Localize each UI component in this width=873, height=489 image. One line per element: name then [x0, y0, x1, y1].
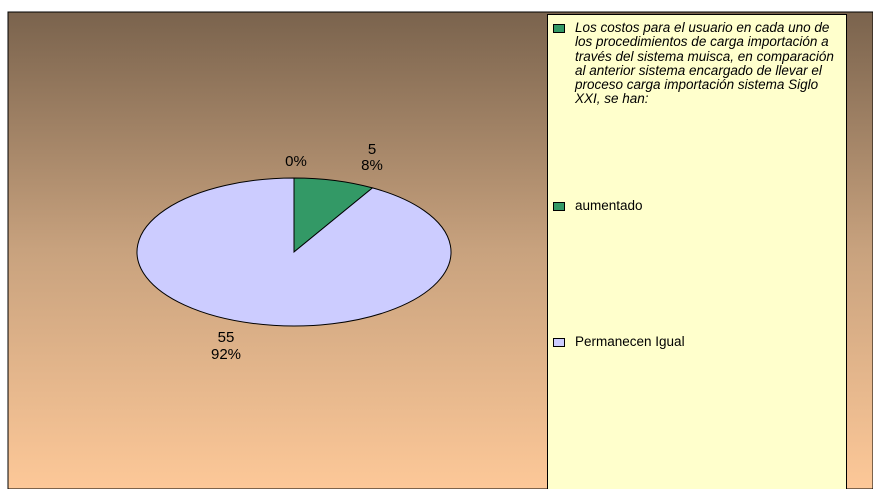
value-label: 55	[218, 329, 235, 346]
legend-label: Permanecen Igual	[575, 334, 685, 349]
percent-label: 92%	[211, 346, 241, 363]
legend: Los costos para el usuario en cada uno d…	[547, 14, 847, 489]
legend-swatch	[553, 338, 565, 347]
percent-label: 8%	[361, 157, 383, 174]
value-label: 5	[368, 141, 376, 158]
legend-swatch	[553, 24, 565, 33]
legend-label: Los costos para el usuario en cada uno d…	[575, 20, 834, 107]
legend-swatch	[553, 202, 565, 211]
percent-label: 0%	[285, 153, 307, 170]
pie-slice	[136, 177, 452, 327]
legend-label: aumentado	[575, 198, 643, 213]
